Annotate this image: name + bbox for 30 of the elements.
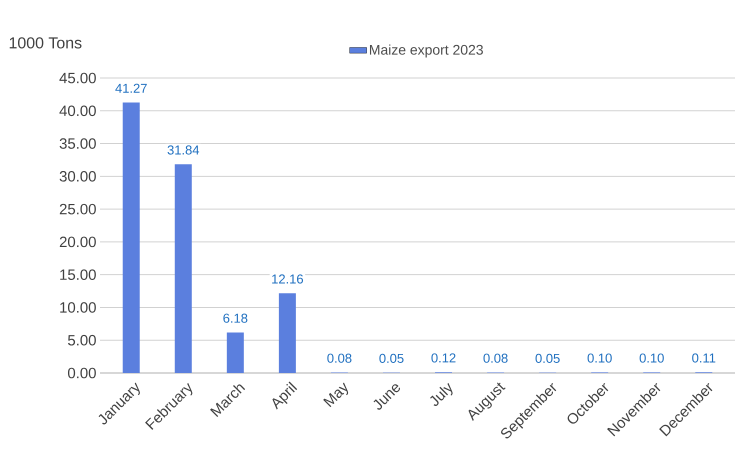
y-tick-label: 45.00 [59,72,96,84]
x-tick-label: May [323,382,348,408]
data-label: 0.05 [536,354,560,363]
data-label: 0.08 [483,354,508,363]
data-label: 31.84 [168,145,200,155]
data-label: 41.27 [115,84,147,93]
y-tick-label: 0.00 [68,368,96,378]
data-label: 0.10 [640,353,664,363]
data-label: 0.10 [588,353,612,363]
y-tick-label: 20.00 [60,236,96,248]
data-label: 0.11 [692,353,716,363]
x-tick-label: July [430,382,453,406]
data-label: 0.12 [431,353,456,363]
bar [174,164,192,373]
bar [226,332,244,373]
y-tick-label: 5.00 [68,334,96,346]
bar [278,293,296,373]
y-tick-label: 30.00 [60,171,96,182]
y-axis-title: 1000 Tons [10,37,82,48]
legend-label: Maize export 2023 [370,44,483,58]
data-label: 12.16 [272,274,304,284]
data-label: 0.08 [327,354,352,363]
y-tick-label: 10.00 [60,302,96,313]
y-tick-label: 35.00 [60,138,96,149]
bar [122,102,140,373]
y-tick-label: 25.00 [60,204,96,214]
y-tick-label: 40.00 [59,105,96,116]
data-label: 0.05 [379,354,404,363]
data-label: 6.18 [223,314,248,323]
y-tick-label: 15.00 [60,269,96,280]
